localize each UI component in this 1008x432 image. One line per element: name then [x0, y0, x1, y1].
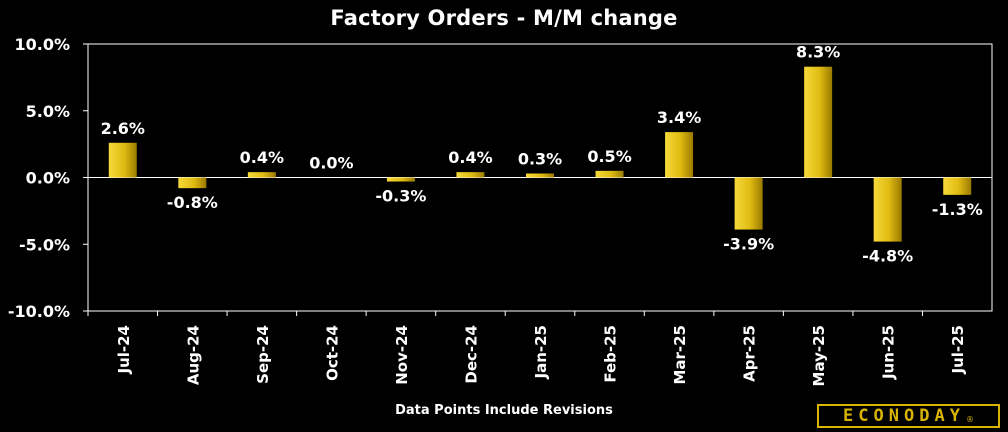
econoday-logo: ECONODAY ® [817, 404, 1000, 428]
category-label: Jul-24 [115, 325, 133, 375]
data-label: 0.5% [587, 147, 631, 166]
category-label: Oct-24 [323, 325, 341, 381]
category-label: Jan-25 [532, 325, 550, 379]
data-label: -3.9% [723, 235, 774, 254]
bar [665, 132, 694, 178]
category-label: Nov-24 [393, 325, 411, 385]
data-label: 3.4% [657, 108, 701, 127]
footnote: Data Points Include Revisions [395, 403, 613, 418]
data-label: -0.8% [167, 193, 218, 212]
bar [386, 177, 415, 182]
bar [247, 172, 276, 178]
data-label: 0.4% [448, 148, 492, 167]
bar [526, 173, 554, 178]
bar [734, 177, 763, 230]
category-label: May-25 [810, 325, 828, 386]
data-label: -1.3% [932, 200, 983, 219]
y-tick-label: -5.0% [19, 235, 70, 254]
bar [178, 177, 207, 189]
data-label: -0.3% [375, 187, 426, 206]
y-tick-label: 0.0% [26, 169, 70, 188]
bar [108, 142, 137, 178]
y-tick-label: -10.0% [8, 302, 70, 321]
registered-mark: ® [965, 415, 974, 424]
y-tick-label: 5.0% [26, 102, 70, 121]
category-label: Jul-25 [949, 325, 967, 375]
data-label: -4.8% [862, 247, 913, 266]
category-label: Apr-25 [741, 325, 759, 382]
bar [943, 177, 972, 195]
bar [873, 177, 902, 242]
data-label: 2.6% [101, 119, 145, 138]
bar [456, 172, 485, 178]
category-label: Jun-25 [880, 325, 898, 380]
category-label: Sep-24 [254, 325, 272, 384]
data-label: 0.3% [518, 149, 562, 168]
bar [804, 66, 833, 178]
logo-wordmark: ECONODAY [843, 406, 965, 426]
y-tick-label: 10.0% [14, 35, 70, 54]
category-label: Mar-25 [671, 325, 689, 385]
category-label: Feb-25 [602, 325, 620, 383]
category-label: Aug-24 [184, 325, 202, 385]
data-label: 8.3% [796, 43, 840, 62]
category-label: Dec-24 [462, 325, 480, 384]
chart-title: Factory Orders - M/M change [330, 6, 678, 30]
data-label: 0.0% [309, 154, 353, 173]
data-label: 0.4% [240, 148, 284, 167]
bar [595, 170, 624, 178]
